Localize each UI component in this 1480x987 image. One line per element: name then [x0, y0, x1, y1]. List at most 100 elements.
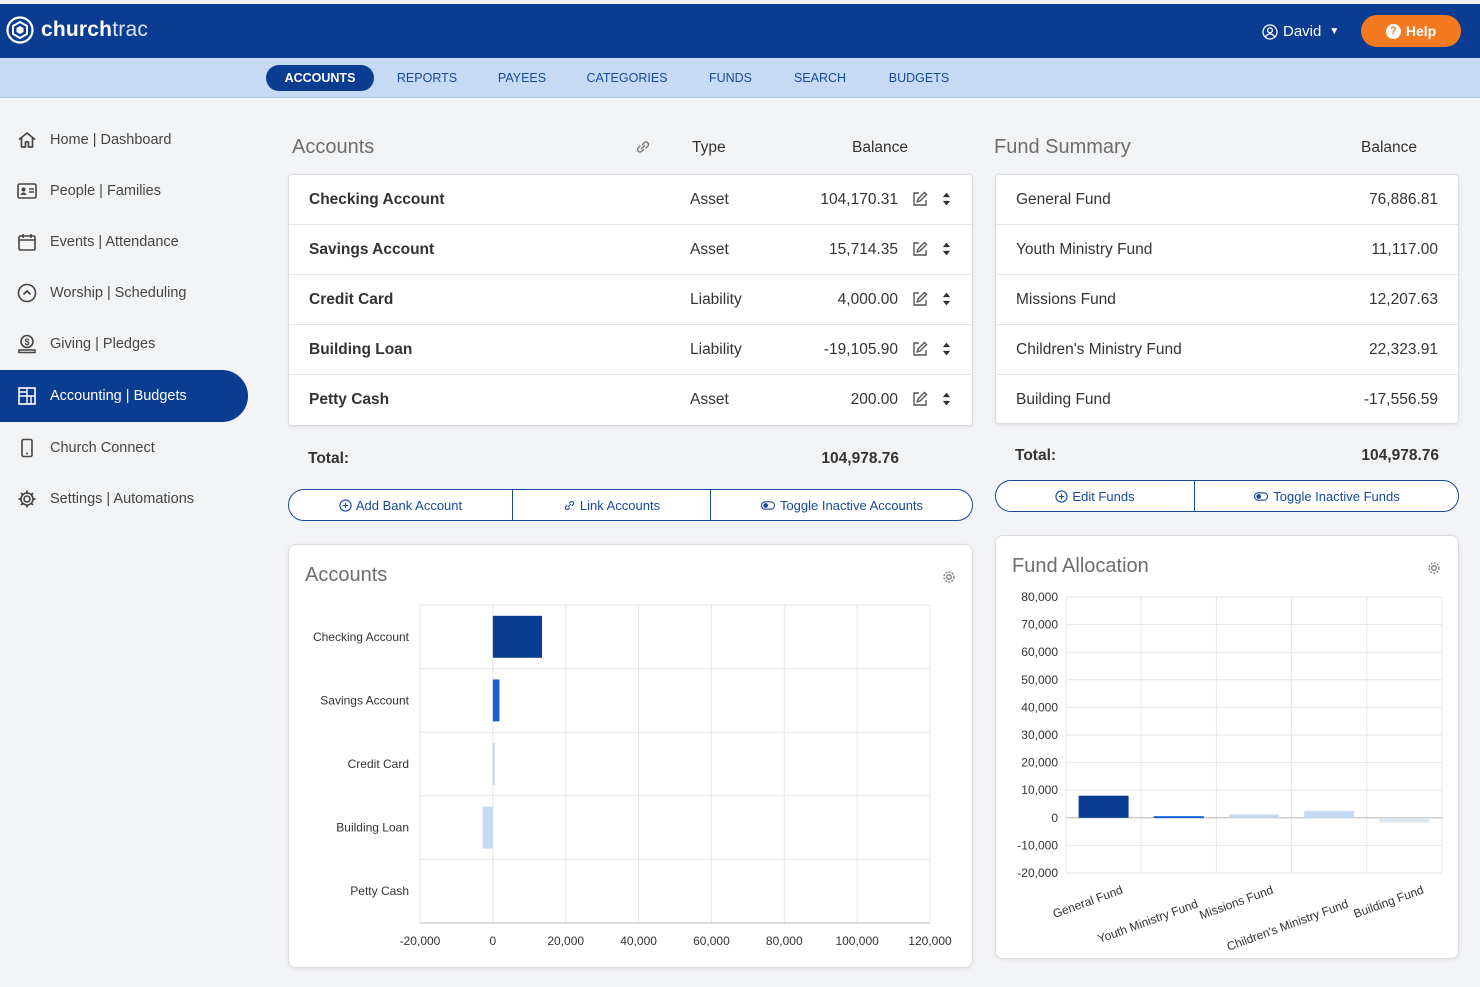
tab-payees[interactable]: PAYEES [497, 71, 547, 85]
user-circle-icon [1262, 23, 1278, 40]
sort-icon[interactable] [941, 190, 952, 208]
x-tick-label: 80,000 [766, 934, 803, 948]
account-type: Asset [690, 241, 729, 258]
sort-icon[interactable] [941, 290, 952, 308]
tab-funds[interactable]: FUNDS [708, 71, 753, 85]
sort-icon[interactable] [941, 390, 952, 408]
account-balance: 4,000.00 [837, 291, 898, 308]
fund-name[interactable]: Missions Fund [1016, 291, 1116, 308]
sort-icon[interactable] [941, 240, 952, 258]
funds-total-label: Total: [1015, 447, 1057, 464]
y-tick-label: 30,000 [1021, 728, 1058, 742]
accounts-total-label: Total: [308, 450, 350, 467]
bar [492, 679, 500, 722]
tab-categories[interactable]: CATEGORIES [586, 71, 668, 85]
fund-name[interactable]: General Fund [1016, 191, 1111, 208]
row-actions [911, 240, 952, 258]
svg-text:$: $ [24, 337, 29, 347]
account-name[interactable]: Building Loan [309, 341, 413, 358]
help-button[interactable]: ? Help [1361, 15, 1461, 47]
tab-reports[interactable]: REPORTS [396, 71, 458, 85]
account-name[interactable]: Checking Account [309, 191, 445, 208]
sidebar-item-label: Events | Attendance [50, 234, 179, 250]
accounts-title: Accounts [292, 136, 375, 158]
toggle-inactive-accounts-button[interactable]: Toggle Inactive Accounts [711, 490, 972, 520]
bar [492, 743, 495, 785]
gear-icon[interactable] [1426, 560, 1442, 576]
accounts-total-value: 104,978.76 [821, 450, 899, 467]
tab-budgets[interactable]: BUDGETS [888, 71, 950, 85]
table-row[interactable]: Petty Cash Asset 200.00 [289, 375, 972, 425]
x-tick-label: 60,000 [693, 934, 730, 948]
table-row[interactable]: Youth Ministry Fund 11,117.00 [996, 225, 1458, 275]
x-tick-label: 40,000 [620, 934, 657, 948]
sidebar-item-church-connect[interactable]: Church Connect [0, 422, 248, 474]
plus-circle-icon [339, 498, 352, 512]
account-name[interactable]: Credit Card [309, 291, 394, 308]
grid-icon [18, 387, 36, 405]
button-label: Add Bank Account [355, 497, 463, 513]
accounts-col-type: Type [692, 139, 726, 156]
sidebar-item-settings[interactable]: Settings | Automations [0, 473, 248, 525]
edit-icon[interactable] [911, 390, 929, 408]
plus-circle-icon [1055, 489, 1069, 503]
table-row[interactable]: Children's Ministry Fund 22,323.91 [996, 325, 1458, 375]
table-row[interactable]: Savings Account Asset 15,714.35 [289, 225, 972, 275]
row-actions [911, 340, 952, 358]
fund-balance: 76,886.81 [1369, 191, 1438, 208]
fund-name[interactable]: Youth Ministry Fund [1016, 241, 1153, 258]
bar [1078, 795, 1129, 818]
table-row[interactable]: Checking Account Asset 104,170.31 [289, 175, 972, 225]
y-category-label: Petty Cash [350, 884, 409, 898]
edit-funds-button[interactable]: Edit Funds [996, 481, 1195, 511]
edit-icon[interactable] [911, 340, 929, 358]
table-row[interactable]: Credit Card Liability 4,000.00 [289, 275, 972, 325]
table-row[interactable]: General Fund 76,886.81 [996, 175, 1458, 225]
edit-icon[interactable] [911, 290, 929, 308]
x-category-label: General Fund [1051, 883, 1125, 921]
sidebar-item-home[interactable]: Home | Dashboard [0, 114, 248, 166]
logo[interactable]: churchtrac [6, 16, 148, 44]
edit-icon[interactable] [911, 190, 929, 208]
table-row[interactable]: Missions Fund 12,207.63 [996, 275, 1458, 325]
bar [1379, 817, 1430, 823]
toggle-inactive-funds-button[interactable]: Toggle Inactive Funds [1195, 481, 1458, 511]
table-row[interactable]: Building Fund -17,556.59 [996, 375, 1458, 425]
tab-accounts[interactable]: ACCOUNTS [266, 65, 374, 91]
fund-name[interactable]: Building Fund [1016, 391, 1111, 408]
x-category-label: Missions Fund [1198, 883, 1275, 923]
sort-icon[interactable] [941, 340, 952, 358]
user-menu[interactable]: David ▼ [1262, 23, 1339, 40]
fund-balance: 11,117.00 [1371, 241, 1438, 258]
sidebar-item-label: Accounting | Budgets [50, 388, 187, 404]
bar [1229, 814, 1279, 818]
chevron-circle-icon [17, 283, 37, 303]
table-row[interactable]: Building Loan Liability -19,105.90 [289, 325, 972, 375]
link-accounts-button[interactable]: Link Accounts [513, 490, 711, 520]
tab-search[interactable]: SEARCH [793, 71, 847, 85]
sidebar-item-label: People | Families [50, 183, 161, 199]
account-balance: 15,714.35 [829, 241, 898, 258]
help-label: Help [1405, 23, 1437, 39]
sidebar-item-accounting[interactable]: Accounting | Budgets [0, 370, 248, 422]
sidebar-item-events[interactable]: Events | Attendance [0, 216, 248, 268]
button-label: Toggle Inactive Funds [1273, 488, 1400, 504]
sidebar-item-people[interactable]: People | Families [0, 165, 248, 217]
sidebar-item-giving[interactable]: $ Giving | Pledges [0, 318, 248, 370]
gear-icon[interactable] [941, 569, 957, 585]
y-tick-label: 50,000 [1021, 673, 1058, 687]
question-icon: ? [1385, 23, 1401, 39]
account-type: Liability [690, 291, 742, 308]
link-icon[interactable] [634, 138, 652, 156]
dollar-hand-icon: $ [18, 334, 36, 354]
sidebar-item-worship[interactable]: Worship | Scheduling [0, 267, 248, 319]
y-tick-label: 0 [1051, 811, 1058, 825]
account-name[interactable]: Petty Cash [309, 391, 390, 408]
toggle-icon [1254, 491, 1269, 501]
add-bank-account-button[interactable]: Add Bank Account [289, 490, 513, 520]
home-icon [18, 132, 36, 148]
account-balance: 104,170.31 [820, 191, 898, 208]
account-name[interactable]: Savings Account [309, 241, 435, 258]
edit-icon[interactable] [911, 240, 929, 258]
fund-name[interactable]: Children's Ministry Fund [1016, 341, 1182, 358]
